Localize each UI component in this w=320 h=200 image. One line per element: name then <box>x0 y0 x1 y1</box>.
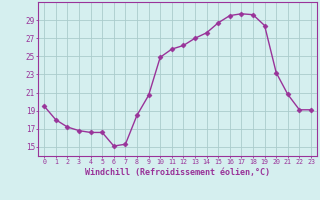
X-axis label: Windchill (Refroidissement éolien,°C): Windchill (Refroidissement éolien,°C) <box>85 168 270 177</box>
